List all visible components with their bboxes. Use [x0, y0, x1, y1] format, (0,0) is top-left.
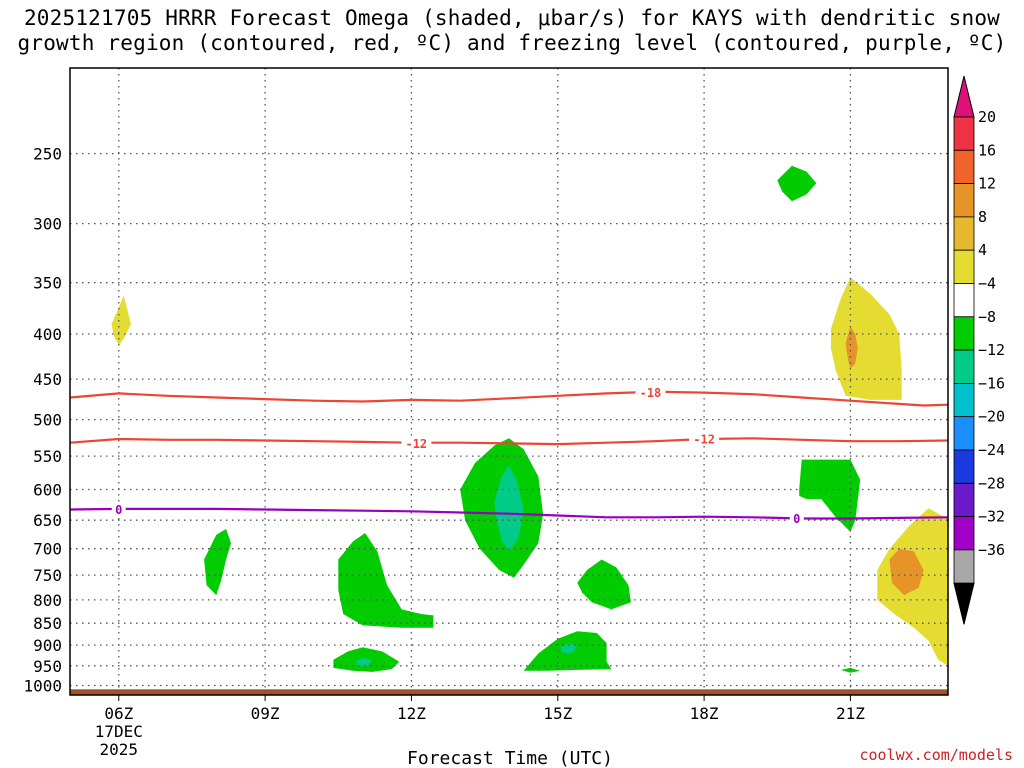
colorbar-swatch-7	[953, 349, 975, 384]
x-tick-label-15Z: 15Z	[543, 704, 572, 723]
x-tick-label-09Z: 09Z	[251, 704, 280, 723]
colorbar-label-6: −8	[978, 308, 996, 326]
colorbar-label-2: 12	[978, 175, 996, 193]
colorbar-label-11: −28	[978, 474, 1005, 492]
y-tick-label-600: 600	[33, 481, 62, 500]
omega-region-16	[889, 548, 924, 596]
y-tick-label-500: 500	[33, 411, 62, 430]
contour-label-bg	[635, 385, 666, 400]
omega-region-13	[560, 643, 578, 653]
chart-title: 2025121705 HRRR Forecast Omega (shaded, …	[0, 6, 1024, 56]
contour-label-0-0: -18	[640, 386, 662, 400]
contour-label-bg	[789, 511, 804, 526]
y-tick-label-950: 950	[33, 657, 62, 676]
y-tick-label-700: 700	[33, 540, 62, 559]
colorbar-label-7: −12	[978, 341, 1005, 359]
colorbar-swatch-10	[953, 449, 975, 484]
colorbar-label-5: −4	[978, 275, 996, 293]
title-line-1: 2025121705 HRRR Forecast Omega (shaded, …	[23, 6, 1001, 30]
colorbar-swatch-3	[953, 216, 975, 251]
grid-layer	[70, 68, 948, 695]
omega-region-0	[777, 165, 817, 202]
contour-label-1-1: -12	[693, 433, 715, 447]
contour-label-bg	[401, 436, 432, 451]
colorbar-label-3: 8	[978, 208, 987, 226]
y-tick-label-1000: 1000	[23, 677, 62, 696]
colorbar-label-8: −16	[978, 374, 1005, 392]
y-tick-label-250: 250	[33, 145, 62, 164]
y-tick-label-900: 900	[33, 636, 62, 655]
credit-link[interactable]: coolwx.com/models	[859, 746, 1013, 764]
colorbar-swatch-9	[953, 416, 975, 451]
colorbar-swatch-5	[953, 283, 975, 318]
colorbar: 20 16 12 8 4 −4 −8 −12 −16 −20 −24 −28 −32 −36	[953, 75, 1005, 625]
colorbar-label-0: 20	[978, 108, 996, 126]
omega-region-9	[577, 559, 631, 610]
x-tick-sublabel-0: 17DEC	[95, 722, 143, 741]
y-tick-label-450: 450	[33, 370, 62, 389]
x-tick-label-06Z: 06Z	[104, 704, 133, 723]
contour-label-1-0: -12	[405, 437, 427, 451]
plot-frame	[69, 67, 949, 696]
colorbar-label-4: 4	[978, 241, 987, 259]
colorbar-swatch-4	[953, 249, 975, 284]
colorbar-top-arrow	[953, 75, 975, 118]
colorbar-swatch-1	[953, 149, 975, 185]
x-axis-label: Forecast Time (UTC)	[407, 748, 613, 768]
y-tick-label-850: 850	[33, 614, 62, 633]
omega-region-3	[845, 326, 858, 369]
omega-region-8	[338, 533, 434, 628]
colorbar-swatch-6	[953, 316, 975, 351]
y-tick-label-800: 800	[33, 591, 62, 610]
x-tick-label-18Z: 18Z	[690, 704, 719, 723]
omega-region-5	[494, 465, 524, 552]
omega-shading-layer	[111, 165, 948, 673]
colorbar-label-1: 16	[978, 141, 996, 159]
y-tick-label-400: 400	[33, 325, 62, 344]
colorbar-label-12: −32	[978, 508, 1005, 526]
title-line-2: growth region (contoured, red, ºC) and f…	[17, 31, 1007, 55]
contour-label-bg	[111, 502, 126, 517]
y-tick-label-650: 650	[33, 511, 62, 530]
ground-surface	[70, 689, 948, 695]
omega-region-1	[111, 295, 131, 346]
y-tick-label-750: 750	[33, 566, 62, 585]
colorbar-label-10: −24	[978, 441, 1005, 459]
colorbar-swatch-8	[953, 382, 975, 418]
colorbar-swatch-12	[953, 516, 975, 551]
x-tick-label-12Z: 12Z	[397, 704, 426, 723]
omega-region-14	[840, 667, 861, 673]
colorbar-swatch-0	[953, 116, 975, 151]
y-axis: 250 300 350 400 450 500 550 600 650 700 750 800 850 9…	[23, 145, 62, 696]
colorbar-swatch-2	[953, 183, 975, 218]
colorbar-swatch-11	[953, 482, 975, 517]
x-tick-label-21Z: 21Z	[836, 704, 865, 723]
colorbar-bottom-arrow	[953, 582, 975, 625]
y-tick-label-350: 350	[33, 274, 62, 293]
contour-label-2-0: 0	[115, 503, 122, 517]
contour-label-bg	[689, 432, 720, 447]
y-tick-label-550: 550	[33, 447, 62, 466]
omega-region-7	[204, 529, 231, 596]
colorbar-label-13: −36	[978, 541, 1005, 559]
contour-layer: -18 -12 -12 0 0	[69, 385, 949, 526]
colorbar-swatch-13	[953, 549, 975, 584]
omega-region-2	[830, 277, 902, 400]
y-tick-label-300: 300	[33, 215, 62, 234]
contour-line-0	[69, 390, 949, 407]
x-tick-sublabel-1: 2025	[100, 740, 139, 759]
colorbar-label-9: −20	[978, 408, 1005, 426]
contour-label-2-1: 0	[793, 512, 800, 526]
contour-line-1	[69, 437, 949, 446]
omega-region-11	[355, 657, 373, 666]
omega-region-6	[799, 459, 861, 532]
